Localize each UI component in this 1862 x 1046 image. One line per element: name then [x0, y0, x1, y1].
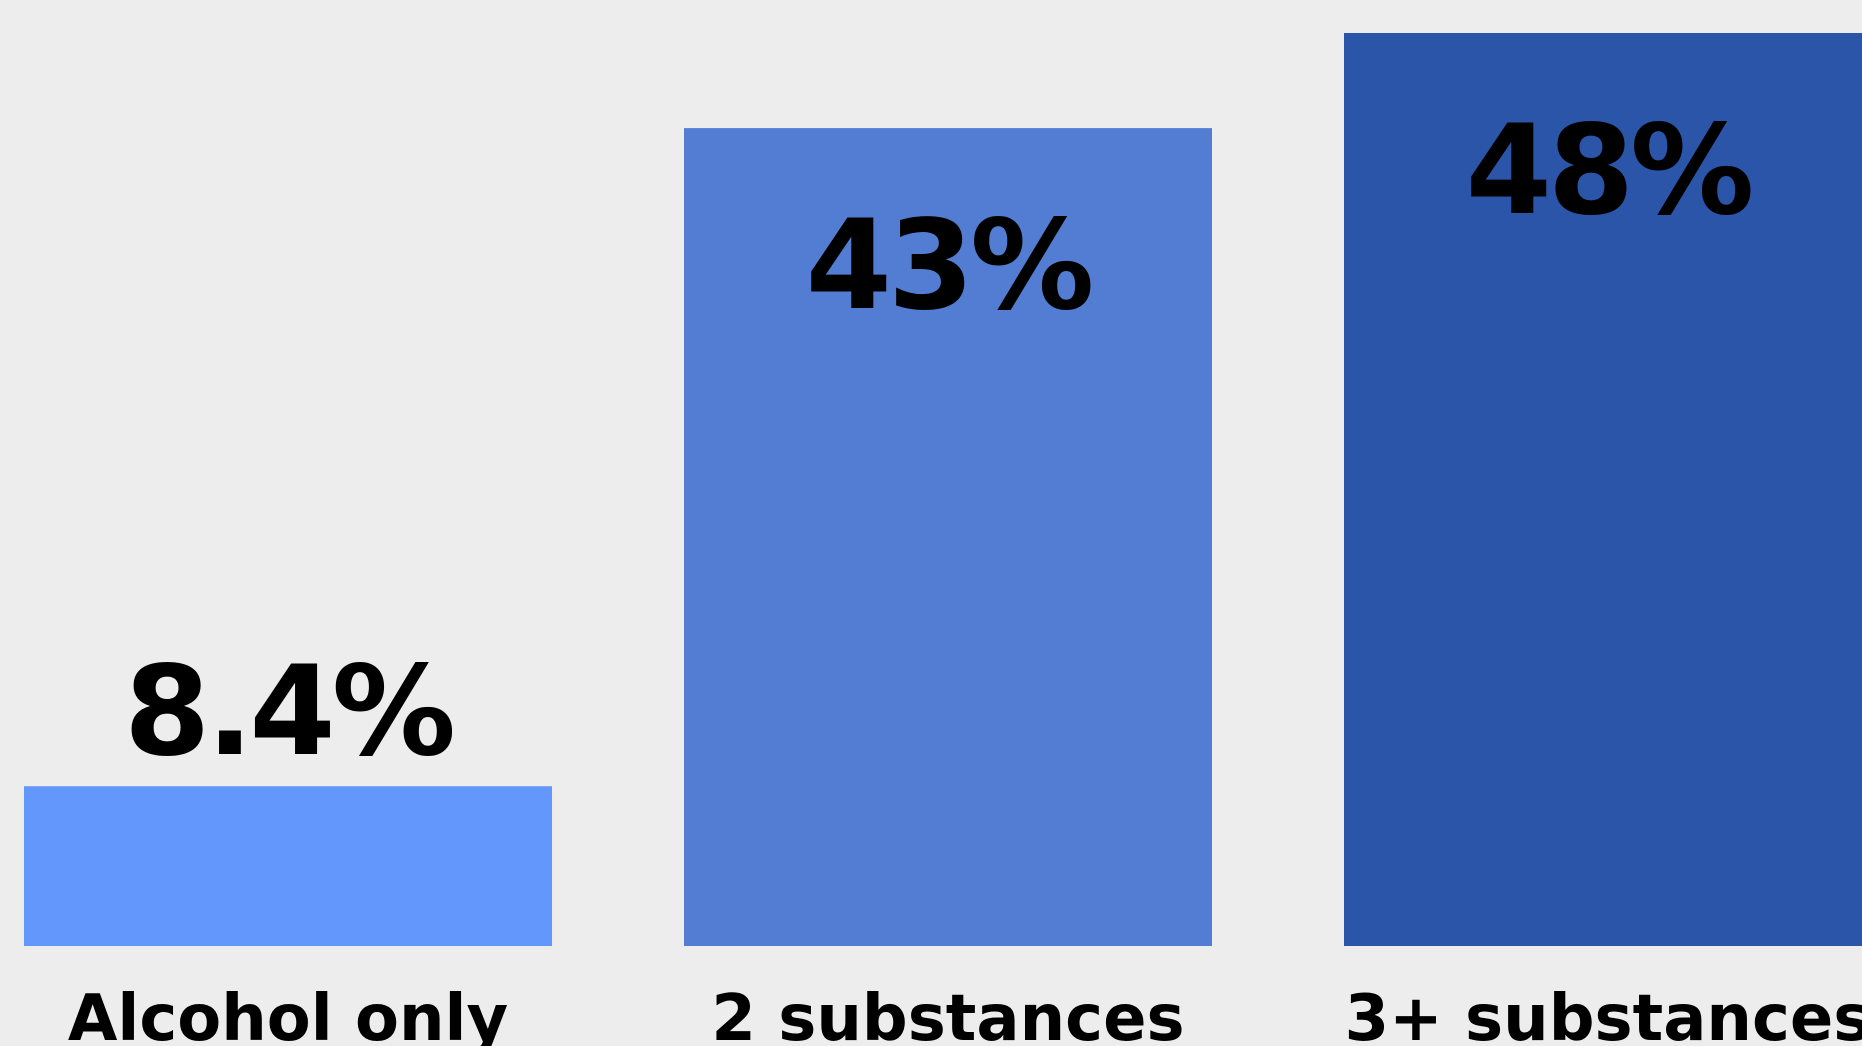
category-label-3-substances: 3+ substances: [1345, 982, 1862, 1046]
value-label-alcohol-only: 8.4%: [124, 640, 453, 784]
bar-2-substances: [684, 128, 1212, 946]
bars-group: [24, 33, 1862, 946]
category-label-alcohol-only: Alcohol only: [68, 982, 508, 1046]
value-labels-group: 8.4% 43% 48%: [124, 99, 1755, 784]
category-label-2-substances: 2 substances: [711, 982, 1184, 1046]
bar-alcohol-only: [24, 786, 552, 946]
category-labels-group: Alcohol only 2 substances 3+ substances: [68, 982, 1862, 1046]
value-label-3-substances: 48%: [1466, 99, 1752, 243]
value-label-2-substances: 43%: [806, 194, 1092, 338]
bar-3-substances: [1344, 33, 1862, 946]
